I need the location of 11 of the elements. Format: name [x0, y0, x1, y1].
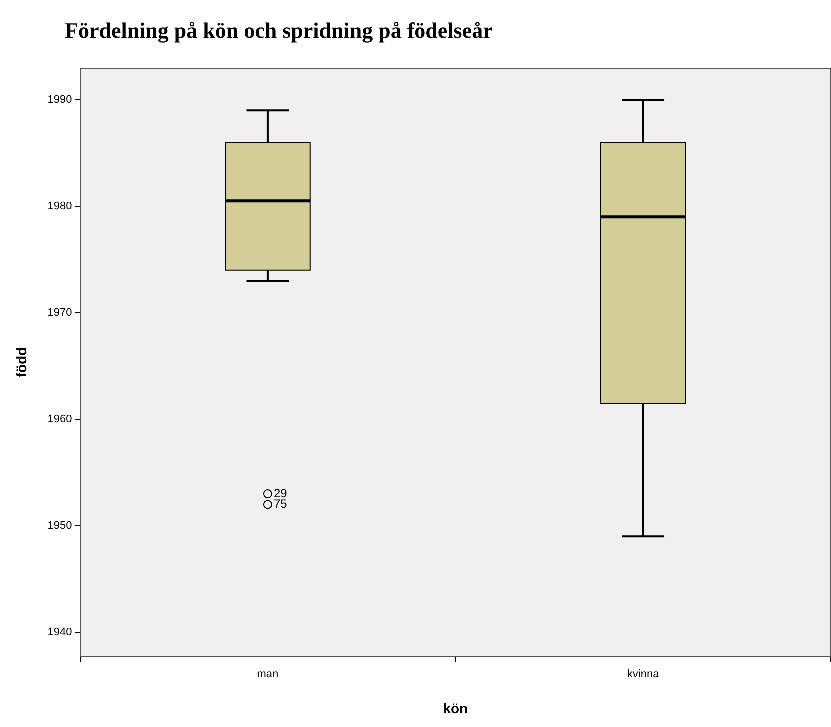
y-tick-label: 1980 — [48, 200, 72, 212]
chart-title: Fördelning på kön och spridning på födelseår — [65, 18, 493, 44]
y-tick-label: 1940 — [48, 626, 72, 639]
y-tick-label: 1960 — [48, 414, 72, 426]
y-axis-title: född — [13, 347, 30, 378]
y-tick-label: 1990 — [48, 94, 72, 106]
x-axis-title: kön — [443, 700, 468, 716]
y-tick-label: 1970 — [48, 307, 72, 320]
x-tick-label: man — [257, 668, 279, 681]
x-tick-label: kvinna — [627, 668, 660, 681]
y-tick-label: 1950 — [48, 520, 72, 532]
